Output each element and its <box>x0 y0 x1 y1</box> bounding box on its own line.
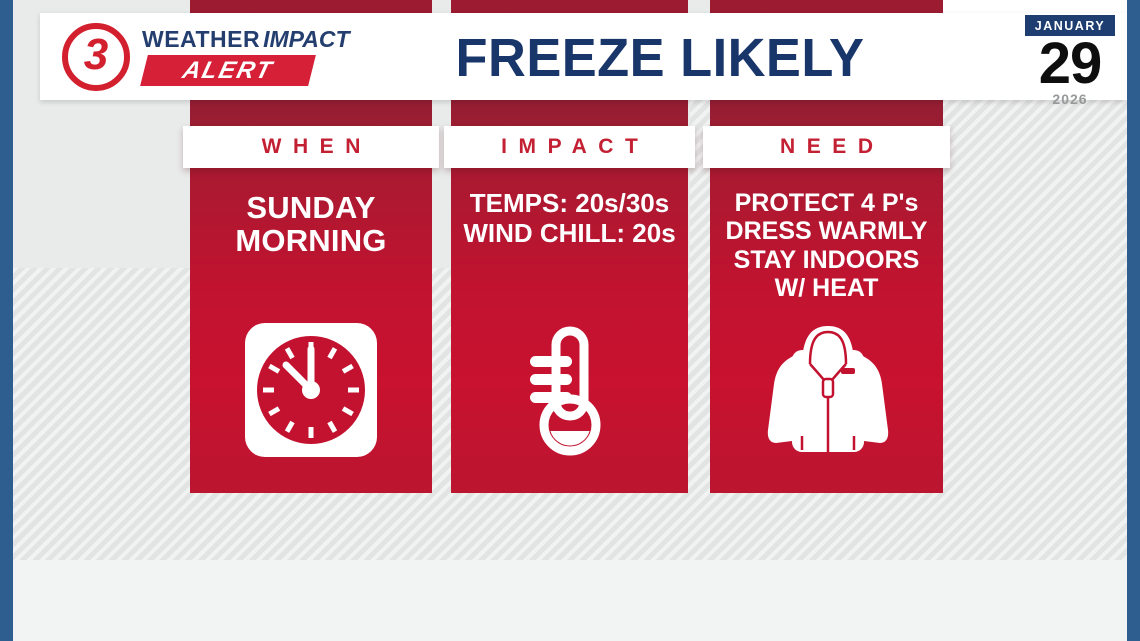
thermometer-icon <box>530 326 601 456</box>
need-header-label: NEED <box>780 135 885 158</box>
brand-line: WEATHER IMPACT <box>142 25 350 52</box>
right-blue-bar <box>1127 0 1140 641</box>
need-line-3: STAY INDOORS <box>733 245 920 274</box>
date-year: 2026 <box>1052 91 1088 108</box>
impact-header-label: IMPACT <box>501 135 650 158</box>
brand-weather-label: WEATHER <box>142 25 261 52</box>
headline: FREEZE LIKELY <box>455 28 865 88</box>
alert-badge-label: ALERT <box>179 56 277 83</box>
left-blue-bar <box>0 0 13 641</box>
need-line-4: W/ HEAT <box>774 273 879 302</box>
need-header-band: NEED <box>703 126 950 168</box>
when-header-label: WHEN <box>261 135 372 158</box>
when-header-band: WHEN <box>183 126 439 168</box>
date-block: JANUARY 29 2026 <box>1005 15 1135 107</box>
need-line-1: PROTECT 4 P's <box>734 189 919 217</box>
need-line-2: DRESS WARMLY <box>725 217 928 246</box>
station-brand: WEATHER IMPACT ALERT <box>140 25 350 86</box>
alert-badge: ALERT <box>140 54 316 86</box>
when-line-1: SUNDAY <box>246 190 376 225</box>
bottom-plain-background <box>13 560 1127 641</box>
channel-3-logo-icon: 3 <box>62 22 130 91</box>
header-banner: 3 WEATHER IMPACT ALERT FREEZE LIKELY JANU… <box>40 13 1127 107</box>
need-column-text: PROTECT 4 P's DRESS WARMLY STAY INDOORS … <box>710 189 943 302</box>
impact-line-1: TEMPS: 20s/30s <box>469 188 670 218</box>
channel-number: 3 <box>83 29 109 79</box>
impact-header-band: IMPACT <box>444 126 695 168</box>
when-line-2: MORNING <box>235 223 387 259</box>
station-logo: 3 WEATHER IMPACT ALERT <box>62 13 350 100</box>
winter-jacket-icon <box>767 326 889 452</box>
brand-impact-label: IMPACT <box>263 25 350 52</box>
date-month: JANUARY <box>1024 15 1116 36</box>
date-day: 29 <box>1038 31 1103 96</box>
clock-icon <box>245 323 377 457</box>
top-right-white-patch <box>943 0 1127 14</box>
impact-column-text: TEMPS: 20s/30s WIND CHILL: 20s <box>451 188 688 248</box>
when-column-text: SUNDAY MORNING <box>190 191 432 257</box>
impact-line-2: WIND CHILL: 20s <box>463 218 676 249</box>
